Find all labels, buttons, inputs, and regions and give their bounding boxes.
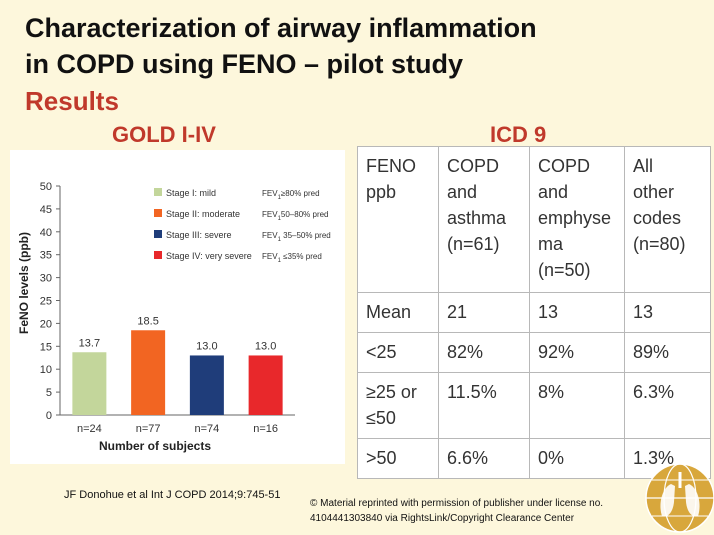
legend-swatch (154, 251, 162, 259)
table-cell: 89% (624, 331, 711, 373)
y-tick-label: 15 (40, 341, 52, 353)
table-cell: 21 (438, 291, 530, 333)
legend-label: Stage II: moderate (166, 209, 240, 219)
y-tick-label: 25 (40, 296, 52, 308)
y-tick-label: 45 (40, 204, 52, 216)
table-cell: 82% (438, 331, 530, 373)
table-cell: 11.5% (438, 371, 530, 440)
bar-value-label: 13.0 (196, 340, 217, 352)
table-row-gt50: >50 6.6% 0% 1.3% (357, 438, 711, 479)
legend-note: FEV1 35–50% pred (262, 231, 331, 243)
legend-label: Stage I: mild (166, 188, 216, 198)
table-row-mean: Mean 21 13 13 (357, 291, 711, 333)
feno-bar-chart: FeNO levels (ppb) Number of subjects 0 5 1… (10, 150, 345, 464)
legend-label: Stage III: severe (166, 230, 232, 240)
bar-value-label: 13.7 (79, 337, 100, 349)
slide-title-line-1: Characterization of airway inflammation (25, 13, 537, 43)
table-cell: 92% (529, 331, 625, 373)
x-category-label: n=77 (136, 423, 161, 435)
table-header-row: FENO ppb COPD and asthma (n=61) COPD and… (357, 146, 711, 293)
results-heading: Results (25, 86, 119, 116)
bar (131, 330, 166, 415)
legend-swatch (154, 188, 162, 196)
x-category-label: n=16 (253, 423, 278, 435)
slide-title-line-2: in COPD using FENO – pilot study (25, 49, 464, 79)
icd9-heading: ICD 9 (490, 122, 547, 147)
row-label: >50 (357, 438, 439, 479)
table-cell: 6.6% (438, 438, 530, 479)
bar (72, 352, 107, 415)
y-axis-title: FeNO levels (ppb) (17, 232, 31, 334)
bar-value-label: 13.0 (255, 340, 276, 352)
x-category-label: n=24 (77, 423, 102, 435)
header-feno: FENO ppb (357, 146, 439, 293)
y-tick-label: 40 (40, 227, 52, 239)
row-label: ≥25 or ≤50 (357, 371, 439, 440)
row-label: Mean (357, 291, 439, 333)
legend-note: FEV1≥80% pred (262, 189, 320, 201)
table-row-25-50: ≥25 or ≤50 11.5% 8% 6.3% (357, 371, 711, 440)
header-copd-asthma: COPD and asthma (n=61) (438, 146, 530, 293)
legend-label: Stage IV: very severe (166, 251, 252, 261)
icd9-table: FENO ppb COPD and asthma (n=61) COPD and… (357, 146, 711, 479)
legend-note: FEV1 ≤35% pred (262, 252, 322, 264)
header-copd-emphysema: COPD and emphyse ma (n=50) (529, 146, 625, 293)
y-tick-label: 50 (40, 181, 52, 193)
legend-note: FEV150–80% pred (262, 210, 329, 222)
table-cell: 1.3% (624, 438, 711, 479)
gold-heading: GOLD I-IV (112, 122, 216, 147)
y-tick-label: 20 (40, 318, 52, 330)
bar (189, 355, 224, 415)
permission-notice: © Material reprinted with permission of … (310, 498, 604, 524)
y-tick-label: 35 (40, 250, 52, 262)
header-other-codes: All other codes (n=80) (624, 146, 711, 293)
x-category-label: n=74 (194, 423, 219, 435)
legend-swatch (154, 209, 162, 217)
table-cell: 8% (529, 371, 625, 440)
slide-title: Characterization of airway inflammation … (25, 10, 665, 82)
citation: JF Donohue et al Int J COPD 2014;9:745-5… (64, 489, 281, 501)
y-tick-label: 10 (40, 364, 52, 376)
y-tick-label: 0 (46, 410, 52, 422)
table-row-lt25: <25 82% 92% 89% (357, 331, 711, 373)
y-tick-label: 5 (46, 387, 52, 399)
y-tick-label: 30 (40, 273, 52, 285)
table-cell: 13 (529, 291, 625, 333)
legend-swatch (154, 230, 162, 238)
table-cell: 6.3% (624, 371, 711, 440)
table-cell: 13 (624, 291, 711, 333)
bar-value-label: 18.5 (137, 315, 158, 327)
bar (248, 355, 283, 415)
x-axis-title: Number of subjects (99, 439, 211, 453)
globe-lungs-logo (645, 463, 714, 533)
row-label: <25 (357, 331, 439, 373)
table-cell: 0% (529, 438, 625, 479)
